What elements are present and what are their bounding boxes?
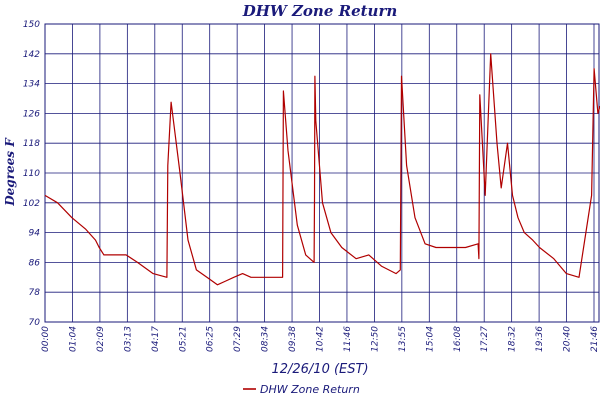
x-tick-label: 09:38 bbox=[288, 326, 298, 352]
y-tick-label: 142 bbox=[23, 50, 40, 60]
x-tick-label: 16:08 bbox=[453, 326, 463, 352]
y-tick-labels: 70 78 86 94 102 110 118 126 134 142 150 bbox=[23, 20, 40, 328]
x-tick-label: 12:50 bbox=[370, 326, 380, 352]
y-tick-label: 150 bbox=[23, 20, 40, 30]
series-line bbox=[44, 53, 600, 286]
x-tick-labels: 00:00 01:04 02:09 03:13 04:17 05:21 06:25 07:29… bbox=[41, 326, 600, 352]
x-tick-label: 13:55 bbox=[398, 326, 408, 352]
x-tick-label: 10:42 bbox=[316, 326, 326, 352]
x-tick-label: 15:04 bbox=[425, 326, 435, 352]
x-tick-label: 03:13 bbox=[123, 326, 133, 352]
x-tick-label: 17:27 bbox=[480, 326, 490, 352]
legend: DHW Zone Return bbox=[243, 383, 360, 396]
y-tick-label: 118 bbox=[23, 139, 40, 149]
x-tick-label: 21:46 bbox=[590, 326, 600, 352]
chart-title: DHW Zone Return bbox=[242, 2, 398, 20]
x-tick-label: 00:00 bbox=[41, 326, 51, 352]
y-tick-label: 70 bbox=[29, 318, 41, 328]
x-tick-label: 11:46 bbox=[343, 326, 353, 352]
plot-grid bbox=[44, 23, 599, 323]
x-tick-label: 04:17 bbox=[151, 326, 161, 352]
x-tick-label: 19:36 bbox=[535, 326, 545, 352]
x-tick-label: 20:40 bbox=[563, 326, 573, 352]
y-tick-label: 102 bbox=[23, 199, 40, 209]
y-tick-label: 126 bbox=[23, 109, 40, 119]
x-tick-label: 01:04 bbox=[68, 326, 78, 352]
y-tick-label: 94 bbox=[29, 229, 41, 239]
y-axis-label: Degrees F bbox=[3, 137, 17, 207]
x-tick-label: 18:32 bbox=[508, 326, 518, 352]
x-tick-label: 05:21 bbox=[178, 326, 188, 352]
series-group bbox=[44, 53, 600, 286]
y-tick-label: 110 bbox=[23, 169, 40, 179]
plot-frame bbox=[44, 23, 600, 323]
x-tick-label: 07:29 bbox=[233, 326, 243, 352]
x-tick-label: 06:25 bbox=[206, 326, 216, 352]
x-tick-label: 02:09 bbox=[96, 326, 106, 352]
y-tick-label: 78 bbox=[29, 288, 41, 298]
y-tick-label: 86 bbox=[29, 258, 41, 268]
y-tick-label: 134 bbox=[23, 80, 40, 90]
x-tick-label: 08:34 bbox=[261, 326, 271, 352]
legend-label: DHW Zone Return bbox=[260, 383, 360, 396]
x-axis-label: 12/26/10 (EST) bbox=[271, 362, 368, 377]
